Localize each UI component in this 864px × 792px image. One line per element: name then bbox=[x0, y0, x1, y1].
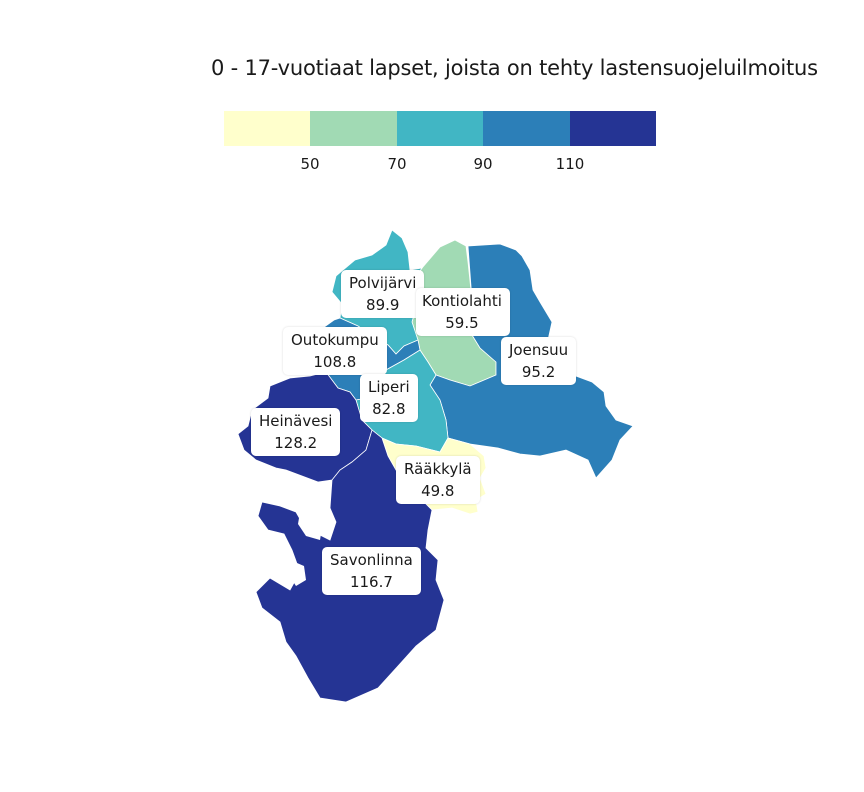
region-label-savonlinna: Savonlinna 116.7 bbox=[322, 547, 421, 595]
region-name: Heinävesi bbox=[259, 412, 333, 430]
map-title: 0 - 17-vuotiaat lapset, joista on tehty … bbox=[211, 56, 818, 80]
region-value: 89.9 bbox=[366, 296, 400, 314]
region-value: 82.8 bbox=[372, 400, 406, 418]
region-name: Polvijärvi bbox=[349, 274, 417, 292]
region-value: 108.8 bbox=[313, 353, 357, 371]
region-name: Joensuu bbox=[509, 341, 569, 359]
legend-tick: 50 bbox=[300, 155, 320, 173]
region-label-kontiolahti: Kontiolahti 59.5 bbox=[416, 288, 510, 336]
legend-swatch-4 bbox=[483, 111, 570, 146]
region-name: Outokumpu bbox=[291, 331, 379, 349]
legend-tick: 110 bbox=[555, 155, 585, 173]
region-label-polvijarvi: Polvijärvi 89.9 bbox=[341, 270, 425, 318]
region-value: 116.7 bbox=[349, 573, 393, 591]
region-name: Savonlinna bbox=[330, 551, 413, 569]
lake-shape bbox=[298, 512, 322, 540]
legend-bar bbox=[224, 111, 656, 146]
region-label-liperi: Liperi 82.8 bbox=[360, 374, 418, 422]
region-name: Kontiolahti bbox=[422, 292, 502, 310]
legend-swatch-5 bbox=[569, 111, 656, 146]
region-label-heinavesi: Heinävesi 128.2 bbox=[251, 408, 341, 456]
region-label-outokumpu: Outokumpu 108.8 bbox=[283, 327, 387, 375]
legend-swatch-1 bbox=[224, 111, 311, 146]
region-name: Rääkkylä bbox=[404, 460, 472, 478]
region-value: 49.8 bbox=[421, 482, 455, 500]
region-label-raakkyla: Rääkkylä 49.8 bbox=[396, 456, 480, 504]
legend-tick: 70 bbox=[387, 155, 407, 173]
color-legend: 50 70 90 110 bbox=[224, 111, 656, 173]
region-value: 128.2 bbox=[274, 434, 318, 452]
region-value: 95.2 bbox=[521, 363, 556, 381]
legend-swatch-2 bbox=[310, 111, 397, 146]
region-label-joensuu: Joensuu 95.2 bbox=[501, 337, 577, 385]
region-name: Liperi bbox=[368, 378, 410, 396]
legend-swatch-3 bbox=[396, 111, 484, 146]
legend-tick: 90 bbox=[473, 155, 493, 173]
lake-shape bbox=[288, 560, 306, 586]
region-value: 59.5 bbox=[445, 314, 479, 332]
